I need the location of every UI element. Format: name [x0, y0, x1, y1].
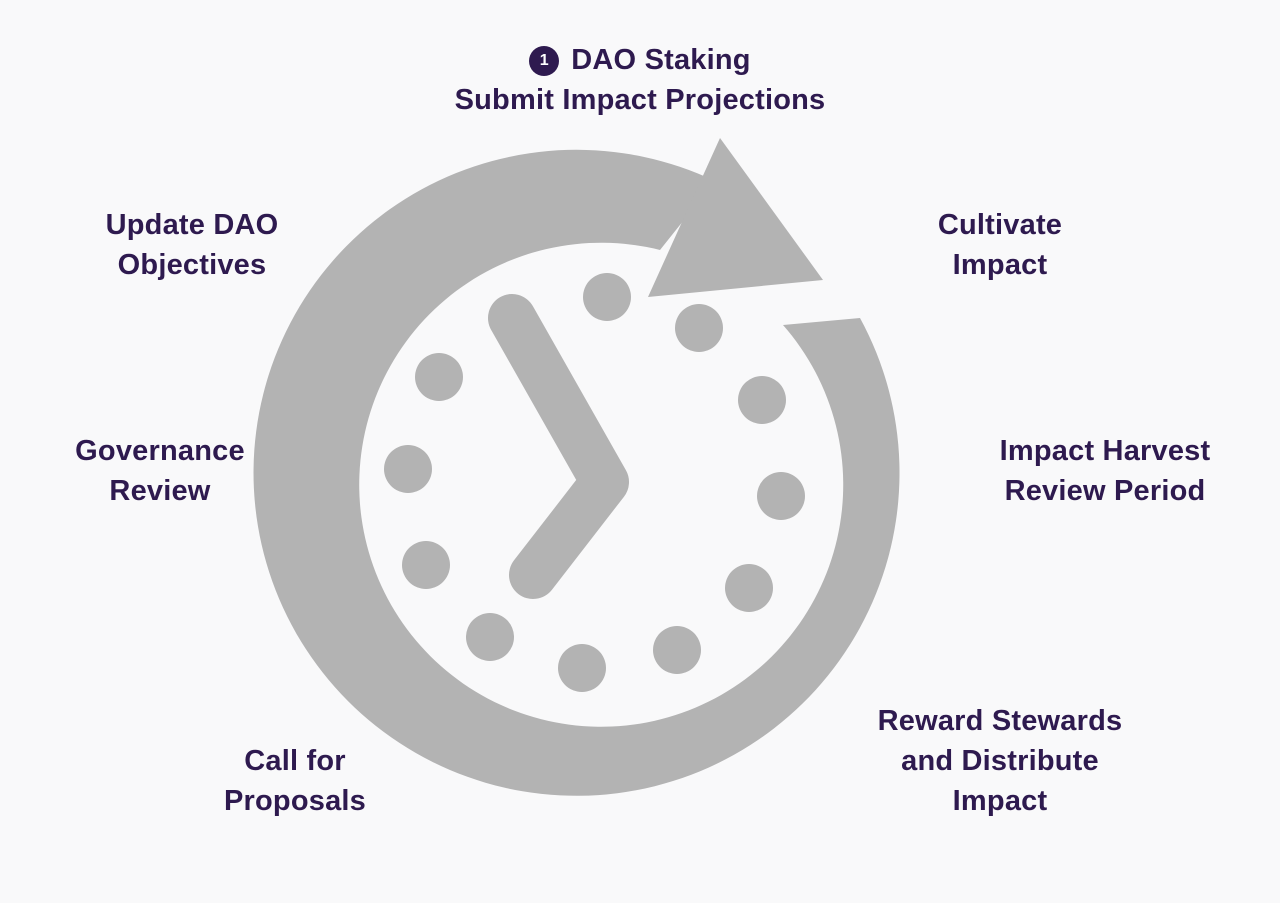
stage-label-line: Review [109, 475, 211, 507]
stage-label-line: Governance [75, 435, 245, 467]
stage-label-line: Call for [244, 745, 346, 777]
clock-dot [725, 564, 773, 612]
clock-dot [675, 304, 723, 352]
cycle-ring [253, 149, 900, 796]
stage-label-line: and Distribute [901, 745, 1099, 777]
clock-dot [583, 273, 631, 321]
stage-label-line: Submit Impact Projections [454, 84, 826, 116]
stage-label-reward-stewards: Reward Stewards and Distribute Impact [840, 701, 1160, 821]
clock-dot [757, 472, 805, 520]
clock-dot [653, 626, 701, 674]
stage-label-update-dao-objectives: Update DAO Objectives [62, 205, 322, 285]
stage-label-line: Cultivate [937, 209, 1063, 241]
clock-dot [558, 644, 606, 692]
clock-dot [415, 353, 463, 401]
clock-dot [738, 376, 786, 424]
clock-hands [488, 294, 629, 599]
stage-label-governance-review: Governance Review [40, 431, 280, 511]
stage-label-line: Update DAO [105, 209, 279, 241]
stage-label-line: DAO Staking [571, 44, 751, 76]
stage-label-line: Impact [952, 785, 1048, 817]
clock-dot [466, 613, 514, 661]
stage-label-impact-harvest: Impact Harvest Review Period [975, 431, 1235, 511]
clock-dot [402, 541, 450, 589]
clock-dot [384, 445, 432, 493]
cycle-arrowhead [648, 138, 823, 297]
stage-label-line: Objectives [117, 249, 267, 281]
stage-label-line: Proposals [223, 785, 366, 817]
step-number-badge: 1 [529, 46, 560, 76]
stage-label-line: Impact Harvest [999, 435, 1211, 467]
stage-label-line: Reward Stewards [877, 705, 1123, 737]
stage-label-line: Impact [952, 249, 1048, 281]
stage-label-dao-staking: 1 DAO Staking Submit Impact Projections [390, 40, 890, 120]
stage-label-call-for-proposals: Call for Proposals [175, 741, 415, 821]
stage-label-line: Review Period [1004, 475, 1206, 507]
stage-label-cultivate-impact: Cultivate Impact [880, 205, 1120, 285]
